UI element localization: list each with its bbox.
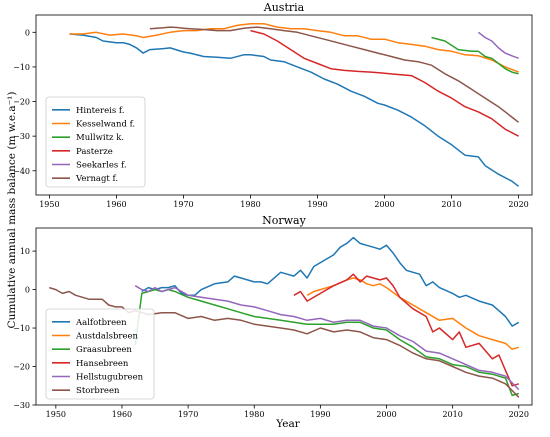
figure-ylabel: Cumulative annual mass balance (m w.e.a⁻… [6,92,18,329]
y-tick-label: 0 [25,28,30,37]
series-line-austdalsbreen [306,277,520,350]
legend-box [45,308,155,400]
x-tick-label: 1980 [244,410,264,419]
chart-panel-austria: Austria 1950 1960 1970 1980 1990 2000 2010 2020 0… [13,1,533,209]
legend: Aalfotbreen Austdalsbreen Graasubreen Hanse… [45,308,155,400]
axes-frame [35,227,533,406]
legend-label: Aalfotbreen [75,318,127,328]
y-tick-label: 10 [20,247,30,256]
x-tick-label: 2010 [441,200,461,209]
series-line-pasterze [250,29,519,137]
x-tick-label: 2000 [374,200,394,209]
y-tick-label: 0 [25,286,30,295]
series-lines [69,22,520,187]
x-tick-label: 2000 [376,410,396,419]
series-line-storbreen [48,286,520,398]
figure-xlabel: Year [275,418,300,430]
legend-label: Hansebreen [76,359,129,369]
y-tick-label: −10 [13,63,30,72]
x-tick-label: 1950 [46,410,66,419]
x-tick-label: 2010 [442,410,462,419]
series-line-aalfotbreen [141,236,520,327]
x-tick-label: 1980 [240,200,260,209]
legend-label: Storbreen [76,386,120,396]
x-tick-label: 2020 [509,410,529,419]
series-line-mullwitz-k [431,36,519,75]
x-tick-label: 1970 [178,410,198,419]
axes-frame [35,14,533,196]
series-line-kesselwand-f [69,22,519,73]
chart-title: Austria [263,1,305,14]
legend-label: Seekarles f. [76,161,127,171]
legend-label: Hintereis f. [76,106,124,116]
legend: Hintereis f. Kesselwand f. Mullwitz k. Past… [45,96,146,188]
chart-panel-norway: Norway 1950 1960 1970 1980 1990 2000 2010 2020 10… [13,214,533,419]
legend-box [45,96,146,188]
y-tick-label: −10 [13,324,30,333]
series-line-hintereis-f [69,33,520,187]
legend-label: Austdalsbreen [75,332,139,342]
series-lines [48,236,520,398]
series-line-hellstugubreen [134,285,520,391]
x-tick-label: 2020 [508,200,528,209]
x-tick-label: 1990 [307,200,327,209]
series-line-seekarles-f [477,31,519,60]
y-tick-label: −30 [13,132,30,141]
y-tick-label: −40 [13,167,30,176]
series-line-hansebreen [293,273,520,387]
legend-label: Vernagt f. [75,174,118,184]
x-tick-label: 1960 [106,200,126,209]
series-line-vernagt-f [149,26,520,123]
legend-label: Hellstugubreen [76,373,144,383]
x-tick-label: 1960 [112,410,132,419]
y-tick-label: −20 [13,363,30,372]
y-tick-label: −30 [13,401,30,410]
series-line-graasubreen [134,288,520,397]
legend-label: Pasterze [76,147,113,157]
y-tick-label: −20 [13,98,30,107]
x-tick-label: 1970 [173,200,193,209]
legend-label: Mullwitz k. [76,133,124,143]
legend-label: Kesselwand f. [76,120,135,130]
legend-label: Graasubreen [76,345,132,355]
x-tick-label: 1950 [39,200,59,209]
x-tick-label: 1990 [310,410,330,419]
chart-title: Norway [262,214,306,227]
